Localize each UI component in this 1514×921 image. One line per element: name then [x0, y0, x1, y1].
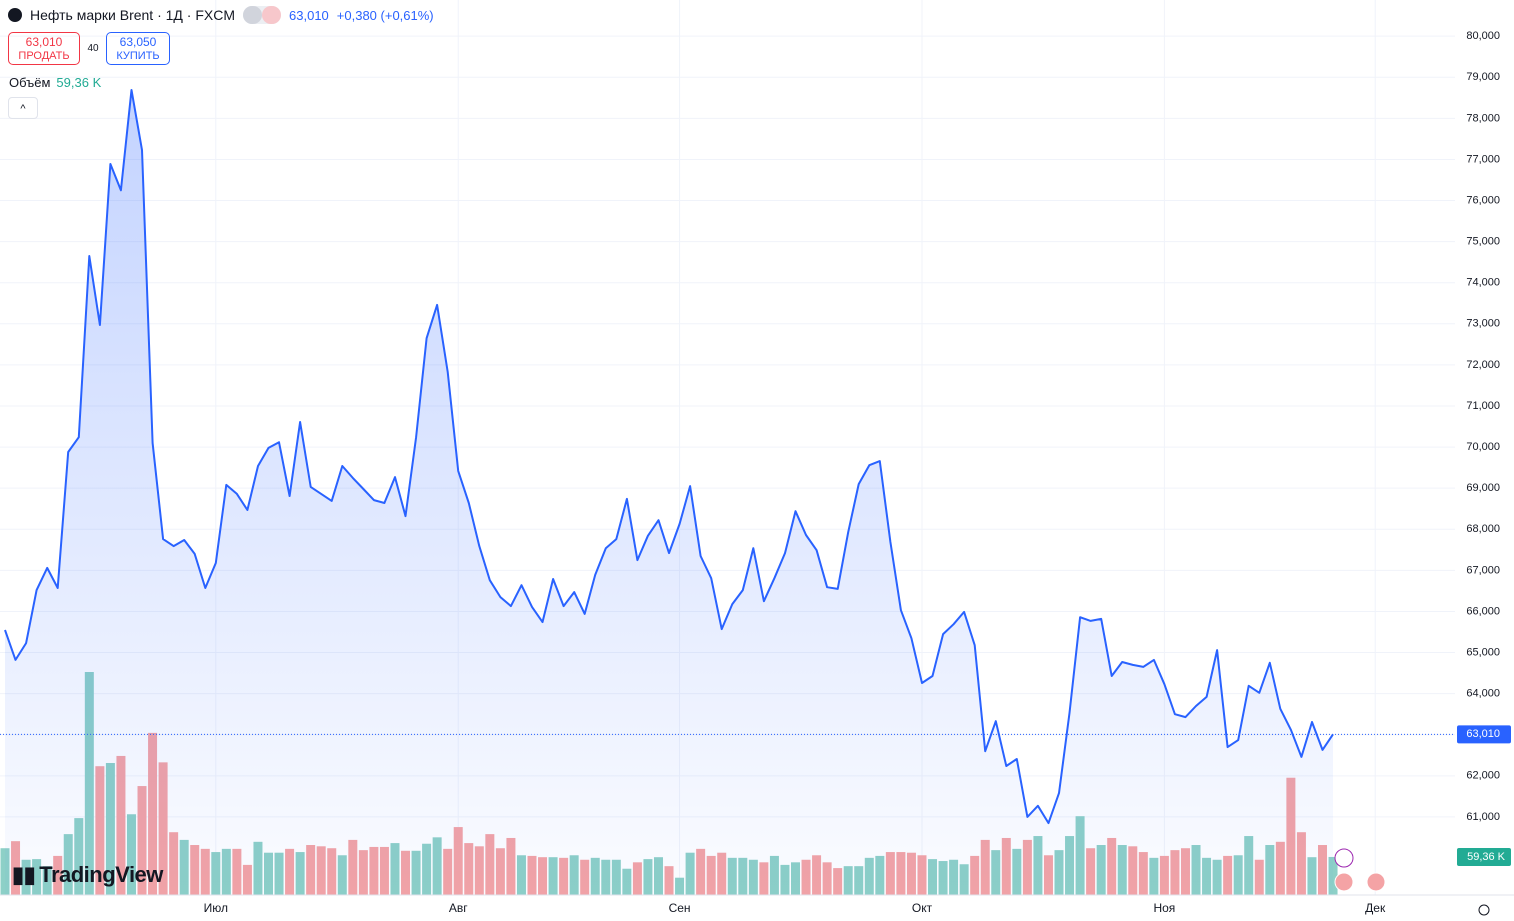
y-tick-label: 76,000: [1466, 194, 1500, 206]
y-tick-label: 70,000: [1466, 441, 1500, 453]
y-tick-label: 71,000: [1466, 400, 1500, 412]
y-tick-label: 62,000: [1466, 770, 1500, 782]
x-tick-label: Ноя: [1153, 901, 1175, 915]
y-tick-label: 66,000: [1466, 605, 1500, 617]
sell-button[interactable]: 63,010 ПРОДАТЬ: [8, 32, 80, 65]
price-area: [5, 90, 1334, 895]
y-tick-label: 74,000: [1466, 277, 1500, 289]
event-icon[interactable]: [1334, 848, 1354, 868]
y-tick-label: 73,000: [1466, 318, 1500, 330]
last-price-tag: [1457, 725, 1511, 744]
y-tick-label: 64,000: [1466, 688, 1500, 700]
y-tick-label: 75,000: [1466, 236, 1500, 248]
y-tick-label: 61,000: [1466, 811, 1500, 823]
plot-layer: [0, 89, 1455, 895]
volume-tag: [1457, 847, 1511, 866]
volume-bar: [1328, 856, 1338, 895]
y-tick-label: 80,000: [1466, 30, 1500, 42]
header: Нефть марки Brent · 1Д · FXCM 63,010 +0,…: [8, 6, 434, 24]
last-price-label: 63,010: [1466, 728, 1500, 740]
x-tick-label: Сен: [669, 901, 691, 915]
brand-name: TradingView: [39, 862, 163, 887]
x-tick-label: Дек: [1365, 901, 1386, 915]
volume-tag-label: 59,36 K: [1467, 851, 1506, 863]
axis-layer: 61,00062,00063,00064,00065,00066,00067,0…: [204, 30, 1511, 915]
y-tick-label: 77,000: [1466, 153, 1500, 165]
y-tick-label: 67,000: [1466, 564, 1500, 576]
y-tick-label: 65,000: [1466, 646, 1500, 658]
price-change: +0,380 (+0,61%): [336, 7, 434, 23]
y-tick-label: 69,000: [1466, 482, 1500, 494]
trade-buttons: 63,010 ПРОДАТЬ 40 63,050 КУПИТЬ: [8, 32, 170, 65]
flag-icon[interactable]: [1366, 872, 1386, 892]
brand-logo: ▮▮ TradingView: [12, 862, 163, 887]
buy-label: КУПИТЬ: [116, 49, 160, 62]
sell-price: 63,010: [25, 34, 63, 49]
y-tick-label: 68,000: [1466, 523, 1500, 535]
buy-price: 63,050: [119, 34, 157, 49]
symbol-icon: [8, 8, 22, 22]
volume-value: 59,36 K: [56, 75, 102, 90]
y-tick-label: 79,000: [1466, 71, 1500, 83]
sell-label: ПРОДАТЬ: [18, 49, 70, 62]
x-tick-label: Авг: [449, 901, 468, 915]
x-tick-label: Июл: [204, 901, 228, 915]
price-line: [4, 89, 1334, 825]
volume-legend: Объём 59,36 K: [9, 75, 101, 90]
symbol-title: Нефть марки Brent · 1Д · FXCM: [30, 7, 236, 23]
volume-title: Объём: [9, 75, 51, 90]
buy-button[interactable]: 63,050 КУПИТЬ: [106, 32, 170, 65]
y-tick-label: 78,000: [1466, 112, 1500, 124]
status-pill[interactable]: [243, 6, 282, 24]
y-tick-label: 72,000: [1466, 359, 1500, 371]
x-tick-label: Окт: [912, 901, 933, 915]
spread: 40: [87, 43, 99, 54]
settings-icon[interactable]: [1478, 904, 1490, 916]
collapse-button[interactable]: ^: [8, 97, 38, 119]
last-price: 63,010: [289, 7, 329, 23]
flag-icon[interactable]: [1334, 872, 1354, 892]
